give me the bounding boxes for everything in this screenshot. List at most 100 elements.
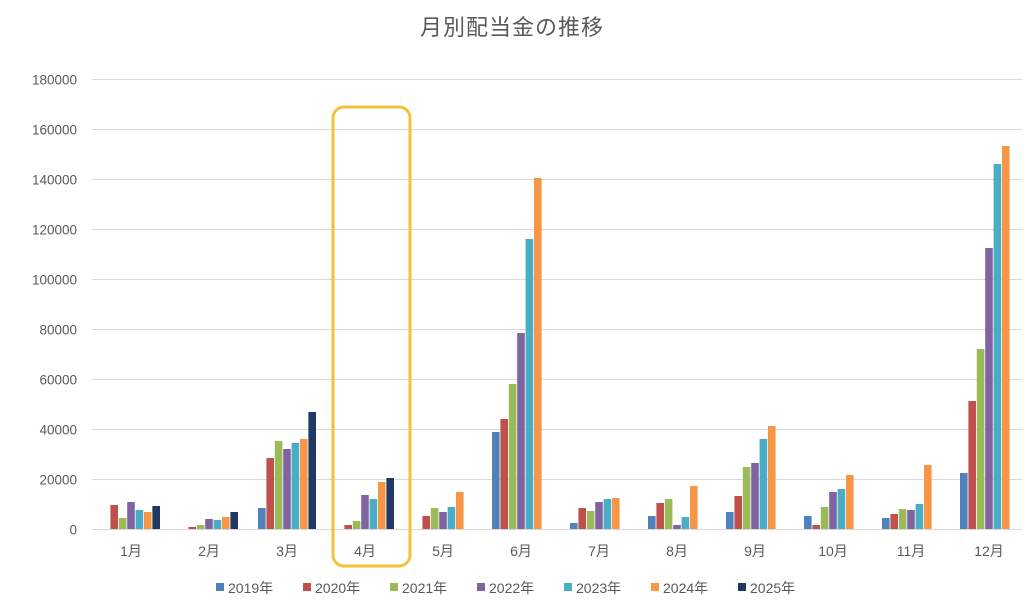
legend-item: 2021年: [390, 580, 447, 596]
legend-swatch: [216, 583, 224, 591]
x-tick-label: 2月: [198, 543, 220, 559]
y-tick-label: 180000: [32, 73, 77, 88]
y-tick-label: 160000: [32, 123, 77, 138]
y-axis-tick-labels: 0 20000 40000 60000 80000 100000 120000 140000 1…: [32, 73, 77, 538]
bar-series2-month7: [578, 508, 586, 529]
bar-series2-month6: [500, 419, 508, 529]
bar-series3-month6: [508, 384, 517, 529]
highlight-annotation: [331, 105, 412, 568]
bar-series3-month10: [820, 507, 829, 529]
x-tick-label: 7月: [588, 543, 610, 559]
bar-series2-month5: [422, 516, 430, 529]
bar-series2-month8: [656, 503, 664, 529]
bar-series6-month10: [846, 475, 854, 529]
legend-item: 2022年: [477, 580, 534, 596]
gridlines: [92, 79, 1022, 530]
legend: 2019年 2020年 2021年 2022年 2023年 2024年 2025年: [216, 580, 795, 596]
bar-series6-month2: [222, 517, 230, 529]
legend-item: 2020年: [303, 580, 360, 596]
bar-series2-month10: [812, 525, 820, 529]
bar-series4-month7: [595, 502, 603, 529]
bar-series4-month6: [517, 333, 525, 529]
bar-series1-month7: [570, 523, 578, 529]
bar-series2-month11: [890, 514, 898, 529]
bar-series6-month6: [534, 178, 542, 529]
legend-swatch: [651, 583, 659, 591]
bar-series3-month12: [976, 349, 985, 529]
bar-series4-month5: [439, 512, 447, 529]
bar-series1-month10: [804, 516, 812, 529]
bar-series5-month4: [369, 499, 378, 529]
bar-series3-month2: [196, 525, 205, 529]
bar-series6-month3: [300, 439, 308, 529]
bar-series4-month1: [127, 502, 135, 529]
legend-swatch: [564, 583, 572, 591]
bar-series4-month3: [283, 449, 291, 529]
y-tick-label: 60000: [39, 373, 77, 388]
y-tick-label: 0: [69, 523, 77, 538]
chart-title: 月別配当金の推移: [420, 15, 604, 40]
bar-series5-month8: [681, 517, 690, 529]
legend-item: 2025年: [738, 580, 795, 596]
bar-series3-month9: [742, 467, 751, 529]
bar-series2-month2: [188, 527, 196, 529]
legend-label: 2024年: [663, 580, 708, 596]
bar-series4-month8: [673, 525, 681, 529]
bar-series6-month4: [378, 482, 386, 529]
bar-series7-month1: [152, 506, 160, 529]
legend-swatch: [477, 583, 485, 591]
bar-series1-month3: [258, 508, 266, 529]
legend-label: 2020年: [315, 580, 360, 596]
bar-series6-month12: [1002, 146, 1010, 529]
legend-label: 2025年: [750, 580, 795, 596]
legend-swatch: [303, 583, 311, 591]
x-tick-label: 1月: [120, 543, 142, 559]
x-tick-label: 6月: [510, 543, 532, 559]
bar-series1-month12: [960, 473, 968, 529]
y-tick-label: 40000: [39, 423, 77, 438]
bar-series5-month11: [915, 504, 924, 529]
y-tick-label: 100000: [32, 273, 77, 288]
bar-series3-month1: [118, 518, 127, 529]
y-tick-label: 80000: [39, 323, 77, 338]
bar-series2-month3: [266, 458, 274, 529]
bar-series2-month1: [110, 505, 118, 529]
bar-series6-month1: [144, 512, 152, 529]
bar-series3-month5: [430, 508, 439, 529]
legend-item: 2023年: [564, 580, 621, 596]
bar-series4-month12: [985, 248, 993, 529]
x-tick-label: 8月: [666, 543, 688, 559]
bar-series3-month11: [898, 509, 907, 529]
bar-series5-month12: [993, 164, 1002, 529]
bar-series4-month2: [205, 519, 213, 529]
y-tick-label: 120000: [32, 223, 77, 238]
x-tick-label: 9月: [744, 543, 766, 559]
bar-series1-month9: [726, 512, 734, 529]
bar-series7-month3: [308, 412, 316, 529]
bar-series6-month7: [612, 498, 620, 529]
legend-label: 2022年: [489, 580, 534, 596]
legend-swatch: [390, 583, 398, 591]
bar-series4-month10: [829, 492, 837, 529]
bar-series4-month4: [361, 495, 369, 529]
bar-series1-month6: [492, 432, 500, 529]
bar-series1-month8: [648, 516, 656, 529]
bar-series1-month11: [882, 518, 890, 529]
bar-series3-month3: [274, 441, 283, 529]
x-tick-label: 4月: [354, 543, 376, 559]
bar-series5-month6: [525, 239, 534, 529]
legend-item: 2024年: [651, 580, 708, 596]
bar-series5-month7: [603, 499, 612, 529]
bar-series5-month3: [291, 443, 300, 529]
y-tick-label: 140000: [32, 173, 77, 188]
bar-series3-month8: [664, 499, 673, 529]
bar-series6-month11: [924, 465, 932, 529]
bar-series4-month11: [907, 510, 915, 529]
bar-series2-month4: [344, 525, 352, 529]
legend-item: 2019年: [216, 580, 273, 596]
bar-series6-month9: [768, 426, 776, 529]
bar-series3-month7: [586, 511, 595, 529]
bar-series4-month9: [751, 463, 759, 529]
legend-label: 2021年: [402, 580, 447, 596]
bar-series2-month9: [734, 496, 742, 529]
